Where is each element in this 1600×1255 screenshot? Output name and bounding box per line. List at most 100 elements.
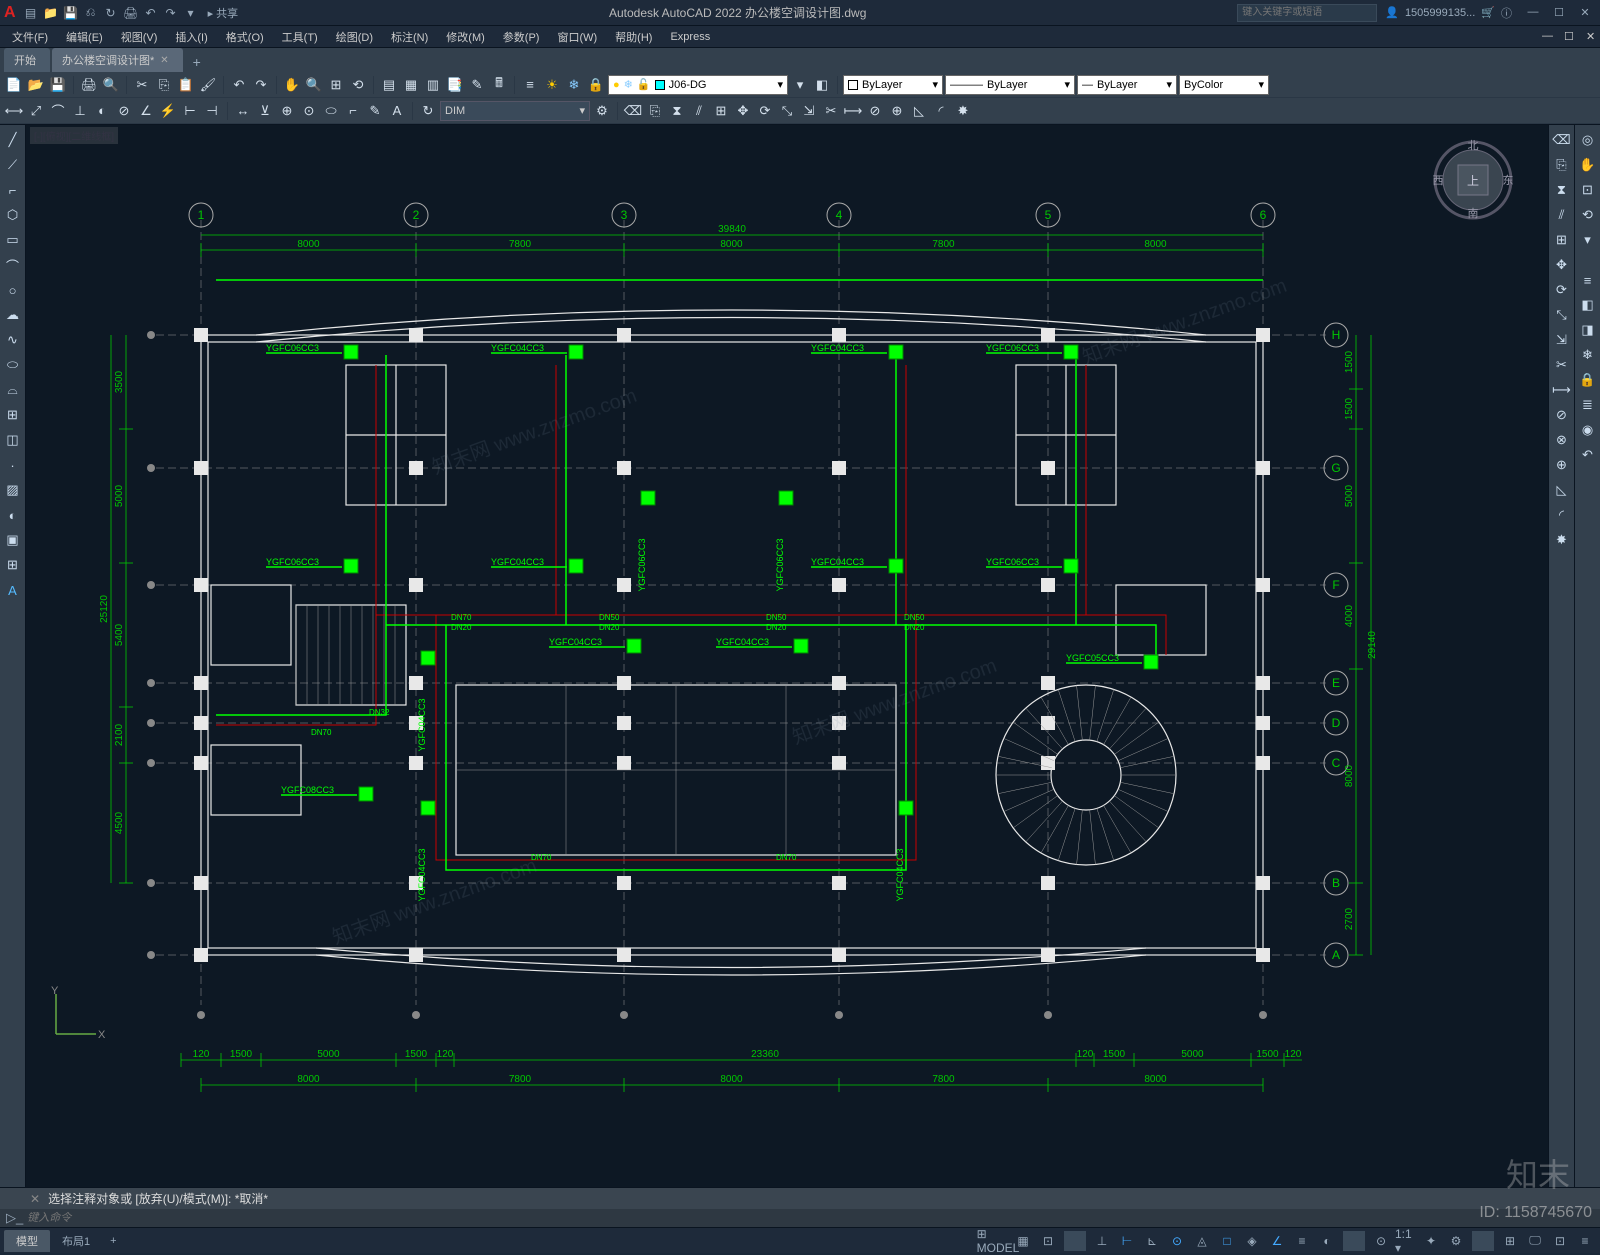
cut-icon[interactable]: ✂ [132,75,152,95]
showmo-icon[interactable]: ▾ [1577,229,1599,251]
chamfer-icon[interactable]: ◺ [909,101,929,121]
lock-icon[interactable]: 🔒 [586,75,606,95]
erase2-icon[interactable]: ⌫ [1551,129,1573,151]
tab-close-icon[interactable]: ✕ [160,55,168,66]
dim-linear-icon[interactable]: ⟷ [4,101,24,121]
spline-icon[interactable]: ∿ [2,329,24,351]
signin-icon[interactable]: 👤 [1385,6,1399,19]
dim-ordinate-icon[interactable]: ⊥ [70,101,90,121]
orbit-icon[interactable]: ⟲ [1577,204,1599,226]
mdi-max-icon[interactable]: ☐ [1556,28,1574,45]
dim-radius-icon[interactable]: ◐ [92,101,112,121]
arc-icon[interactable]: ⌒ [2,254,24,276]
freeze-icon[interactable]: ❄ [564,75,584,95]
qat-icon[interactable]: ↻ [102,4,120,22]
layerprev-icon[interactable]: ↶ [1577,444,1599,466]
dimstyle-dropdown[interactable]: DIM▾ [440,101,590,121]
mtext-icon[interactable]: A [2,579,24,601]
explode2-icon[interactable]: ✸ [1551,529,1573,551]
workspace-icon[interactable]: ⊞ [1499,1231,1521,1251]
polar-icon[interactable]: ⊙ [1166,1231,1188,1251]
scale-icon[interactable]: ⤡ [777,101,797,121]
menu-format[interactable]: 格式(O) [218,27,272,47]
customize-icon[interactable]: ≡ [1574,1231,1596,1251]
menu-file[interactable]: 文件(F) [4,27,56,47]
viewcube[interactable]: 北 南 东 西 上 [1428,135,1518,225]
qat-icon[interactable]: ↷ [162,4,180,22]
trim2-icon[interactable]: ✂ [1551,354,1573,376]
layout-add[interactable]: + [100,1232,126,1250]
qat-icon[interactable]: 💾 [62,4,80,22]
new-icon[interactable]: 📄 [4,75,24,95]
menu-window[interactable]: 窗口(W) [549,27,605,47]
mirror-icon[interactable]: ⧗ [667,101,687,121]
username[interactable]: 1505999135... [1405,7,1475,19]
infer-icon[interactable]: ⊥ [1091,1231,1113,1251]
table-icon[interactable]: ⊞ [2,554,24,576]
transparency-icon[interactable]: ◐ [1316,1231,1338,1251]
layerfrz-icon[interactable]: ❄ [1577,344,1599,366]
scale2-icon[interactable]: ⤡ [1551,304,1573,326]
pan-icon[interactable]: ✋ [282,75,302,95]
layercur-icon[interactable]: ◉ [1577,419,1599,441]
polyline-icon[interactable]: ⌐ [2,179,24,201]
stretch-icon[interactable]: ⇲ [799,101,819,121]
save-icon[interactable]: 💾 [48,75,68,95]
mdi-min-icon[interactable]: — [1534,28,1552,45]
preview-icon[interactable]: 🔍 [101,75,121,95]
break2-icon[interactable]: ⊗ [1551,429,1573,451]
dynamic-icon[interactable]: ⊢ [1116,1231,1138,1251]
command-input[interactable] [27,1212,1594,1224]
snap-icon[interactable]: ⊡ [1037,1231,1059,1251]
offset-icon[interactable]: ⫽ [689,101,709,121]
maximize-button[interactable]: ☐ [1548,6,1570,19]
layermatch-icon[interactable]: ◧ [812,75,832,95]
layermch-icon[interactable]: ≣ [1577,394,1599,416]
region-icon[interactable]: ▣ [2,529,24,551]
ellipsearc-icon[interactable]: ⌓ [2,379,24,401]
wheel-icon[interactable]: ◎ [1577,129,1599,151]
dim-quick-icon[interactable]: ⚡ [158,101,178,121]
extend2-icon[interactable]: ⟼ [1551,379,1573,401]
dimtedit-icon[interactable]: A [387,101,407,121]
copy2-icon[interactable]: ⎘ [1551,154,1573,176]
layerlock-icon[interactable]: 🔒 [1577,369,1599,391]
move-icon[interactable]: ✥ [733,101,753,121]
array-icon[interactable]: ⊞ [711,101,731,121]
annoscale-icon[interactable]: 1:1 ▾ [1395,1231,1417,1251]
zoomext-icon[interactable]: ⊡ [1577,179,1599,201]
centermark-icon[interactable]: ⊙ [299,101,319,121]
layer-icon[interactable]: ≡ [520,75,540,95]
trim-icon[interactable]: ✂ [821,101,841,121]
block-icon[interactable]: ◫ [2,429,24,451]
viewport-label[interactable]: [-][俯视][二维线框] [30,127,118,144]
copy-obj-icon[interactable]: ⎘ [645,101,665,121]
minimize-button[interactable]: — [1522,6,1544,19]
menu-insert[interactable]: 插入(I) [167,27,215,47]
offset2-icon[interactable]: ⫽ [1551,204,1573,226]
erase-icon[interactable]: ⌫ [623,101,643,121]
layer-tool-icon[interactable]: ≡ [1577,269,1599,291]
model-tab[interactable]: 模型 [4,1230,50,1252]
dim-baseline-icon[interactable]: ⊢ [180,101,200,121]
qat-icon[interactable]: ↶ [142,4,160,22]
search-input[interactable] [1237,4,1377,22]
qat-icon[interactable]: 🖨 [122,4,140,22]
annovis-icon[interactable]: ✦ [1420,1231,1442,1251]
3dosnap-icon[interactable]: ◈ [1241,1231,1263,1251]
designcenter-icon[interactable]: ▦ [401,75,421,95]
drawing-canvas[interactable]: [-][俯视][二维线框] 北 南 东 西 上 X Y 知 [26,125,1548,1187]
qat-icon[interactable]: ⎌ [82,4,100,22]
insert-icon[interactable]: ⊞ [2,404,24,426]
fillet2-icon[interactable]: ◜ [1551,504,1573,526]
dim-continue-icon[interactable]: ⊣ [202,101,222,121]
linetype-dropdown[interactable]: ———ByLayer▾ [945,75,1075,95]
sheetset-icon[interactable]: 📑 [445,75,465,95]
layeriso-icon[interactable]: ◧ [1577,294,1599,316]
line-icon[interactable]: ╱ [2,129,24,151]
revcloud-icon[interactable]: ☁ [2,304,24,326]
color-dropdown[interactable]: ByLayer▾ [843,75,943,95]
chamfer2-icon[interactable]: ◺ [1551,479,1573,501]
redo-icon[interactable]: ↷ [251,75,271,95]
menu-view[interactable]: 视图(V) [113,27,166,47]
